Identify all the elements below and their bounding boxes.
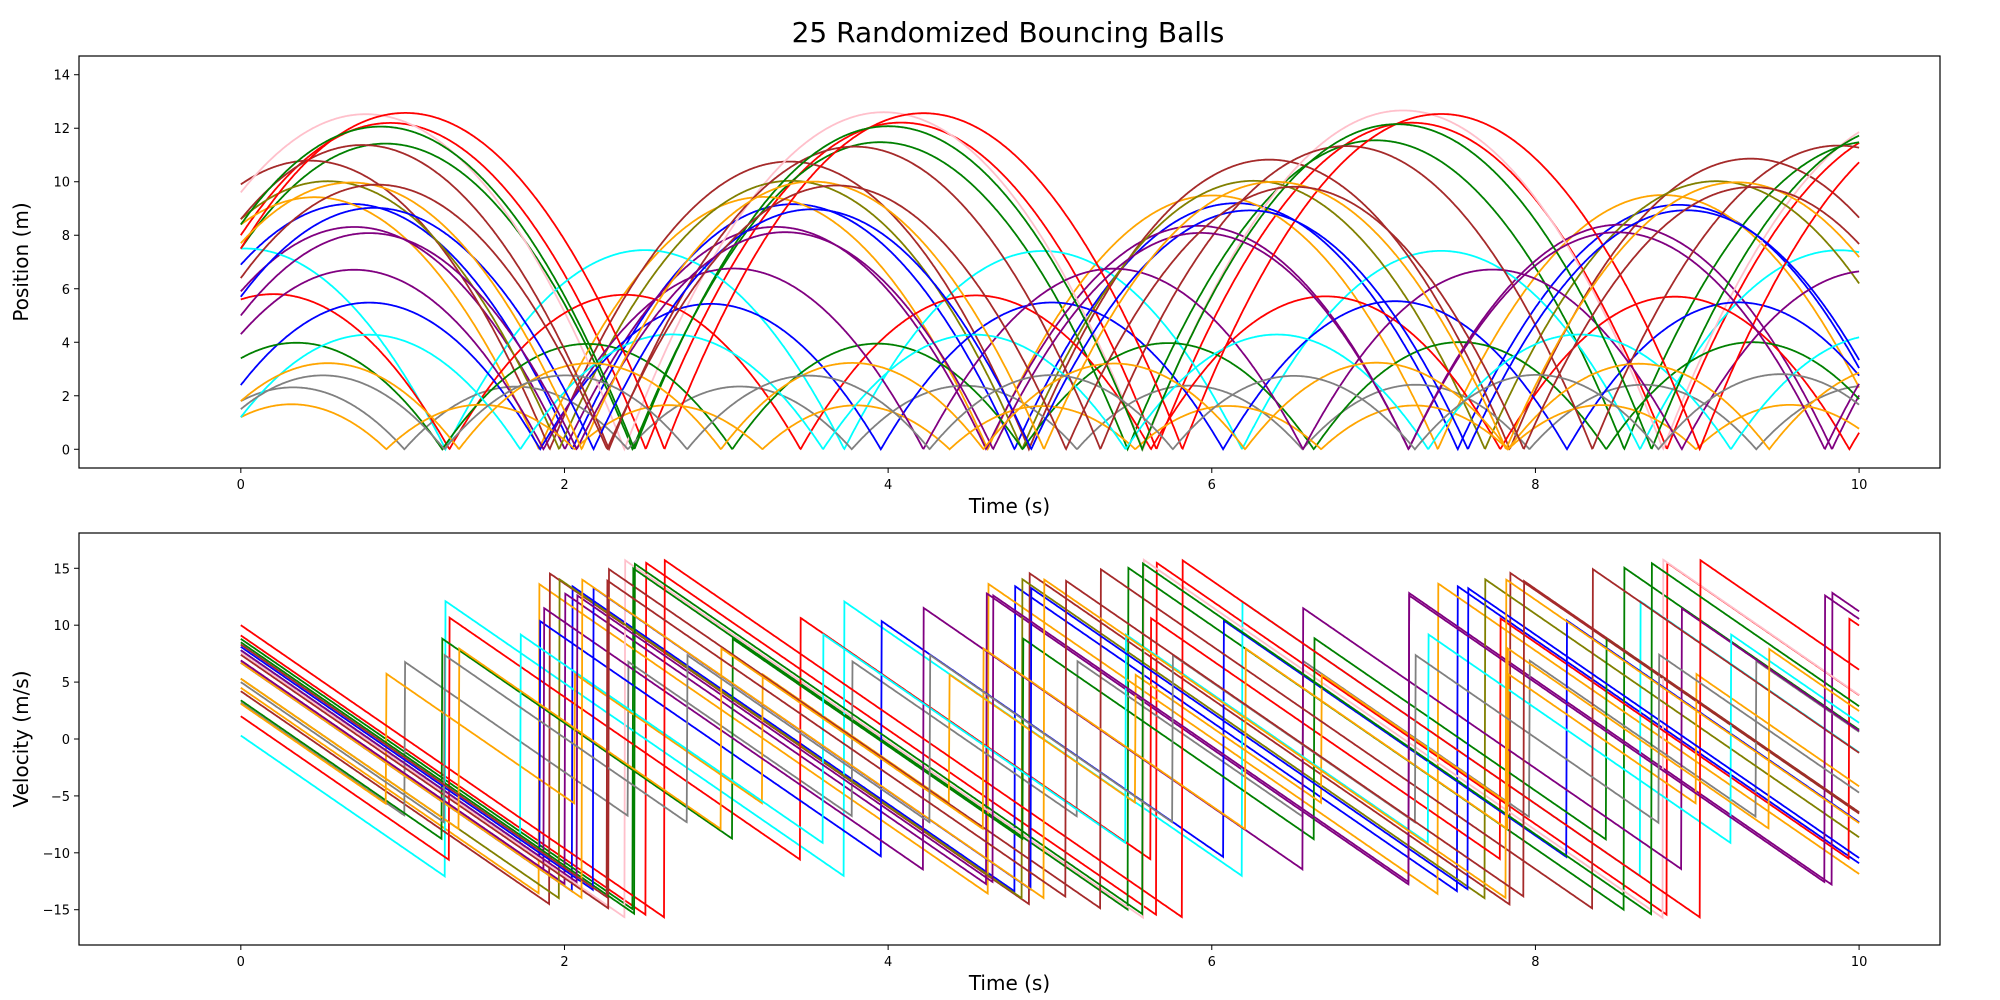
position-series-line xyxy=(240,267,1860,451)
velocity-series-line xyxy=(240,577,1860,900)
velocity-series-line xyxy=(240,582,1860,896)
velocity-series-line xyxy=(240,577,1860,900)
x-tick-label: 6 xyxy=(1208,955,1216,970)
position-series-line xyxy=(240,194,1860,452)
position-series-line xyxy=(240,123,1860,452)
y-tick-label: −5 xyxy=(51,790,70,805)
position-series-line xyxy=(240,202,1860,452)
x-tick-label: 8 xyxy=(1531,478,1539,493)
y-tick-label: 15 xyxy=(53,562,70,577)
y-tick-label: 8 xyxy=(62,229,70,244)
x-axis-label: Time (s) xyxy=(968,971,1050,995)
velocity-series-line xyxy=(240,578,1860,899)
y-tick-label: −15 xyxy=(43,904,70,919)
velocity-series-line xyxy=(240,672,1860,806)
position-series-line xyxy=(240,109,1860,452)
x-tick-label: 10 xyxy=(1851,478,1868,493)
position-series-line xyxy=(240,121,1860,450)
velocity-series-line xyxy=(240,571,1860,907)
velocity-series-line xyxy=(240,558,1860,919)
velocity-series-line xyxy=(240,636,1860,842)
x-tick-label: 0 xyxy=(237,955,245,970)
x-tick-label: 10 xyxy=(1851,955,1868,970)
position-series-line xyxy=(240,333,1860,450)
velocity-series-line xyxy=(240,652,1860,825)
position-series-line xyxy=(240,183,1860,451)
velocity-series-line xyxy=(240,593,1860,884)
y-tick-label: 5 xyxy=(62,676,70,691)
velocity-series-line xyxy=(240,561,1860,916)
x-tick-label: 8 xyxy=(1531,955,1539,970)
position-series-line xyxy=(240,373,1860,451)
y-tick-label: 6 xyxy=(62,283,70,298)
x-tick-label: 4 xyxy=(884,478,892,493)
position-series-line xyxy=(240,403,1860,451)
y-tick-label: 0 xyxy=(62,733,70,748)
position-series-line xyxy=(240,139,1860,452)
y-tick-label: 2 xyxy=(62,390,70,405)
position-series-line xyxy=(240,231,1860,451)
x-tick-label: 2 xyxy=(560,955,568,970)
velocity-series-line xyxy=(240,567,1860,910)
position-series-line xyxy=(240,361,1860,451)
position-series-line xyxy=(240,180,1860,451)
position-series-line xyxy=(240,179,1860,450)
y-tick-label: 10 xyxy=(53,176,70,191)
y-tick-label: 10 xyxy=(53,619,70,634)
y-axis-label: Velocity (m/s) xyxy=(9,670,33,807)
plot-frame xyxy=(78,55,1941,469)
velocity-series-line xyxy=(240,558,1860,920)
velocity-series-line xyxy=(240,646,1860,831)
y-tick-label: 12 xyxy=(53,122,70,137)
x-tick-label: 2 xyxy=(560,478,568,493)
x-tick-label: 6 xyxy=(1208,478,1216,493)
plot-frame xyxy=(78,532,1941,946)
position-axes: 0 2 4 6 8 10 0 2 4 6 8 10 12 14 Time (s) Position (m) xyxy=(9,55,1941,518)
position-series-line xyxy=(240,293,1860,451)
chart-title: 25 Randomized Bouncing Balls xyxy=(792,16,1225,49)
position-series-line xyxy=(240,144,1860,452)
x-axis-label: Time (s) xyxy=(968,494,1050,518)
velocity-series-line xyxy=(240,566,1860,912)
y-tick-label: 14 xyxy=(53,69,70,84)
position-series-line xyxy=(240,157,1860,452)
x-tick-label: 0 xyxy=(237,478,245,493)
y-tick-label: 4 xyxy=(62,336,70,351)
position-series-line xyxy=(240,207,1860,452)
position-series-line xyxy=(240,383,1860,451)
velocity-series-line xyxy=(240,586,1860,892)
x-tick-label: 4 xyxy=(884,955,892,970)
position-series-line xyxy=(240,300,1860,452)
velocity-series-line xyxy=(240,561,1860,917)
y-tick-label: 0 xyxy=(62,443,70,458)
position-series-line xyxy=(240,112,1860,452)
velocity-series-line xyxy=(240,658,1860,819)
y-tick-label: −10 xyxy=(43,847,70,862)
velocity-axes: 0 2 4 6 8 10 −15 −10 −5 0 5 10 15 Time (s) Velocity (m… xyxy=(9,532,1941,995)
y-axis-label: Position (m) xyxy=(9,202,33,321)
